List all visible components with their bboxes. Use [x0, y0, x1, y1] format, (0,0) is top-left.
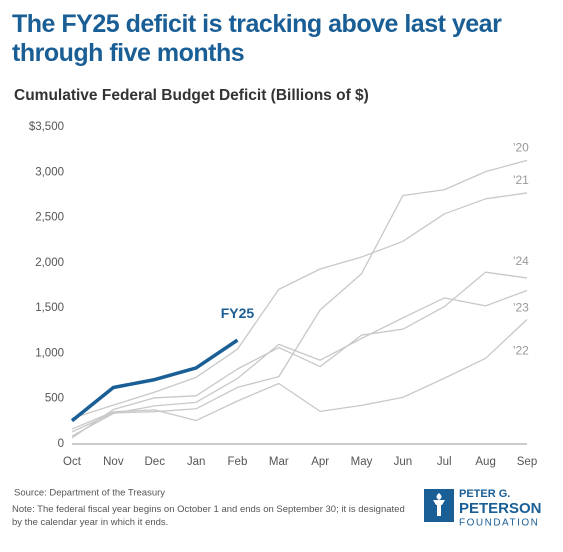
- logo: PETER G. PETERSON FOUNDATION: [424, 488, 542, 529]
- logo-text: PETERSON: [459, 500, 542, 517]
- x-tick-label: Dec: [145, 456, 166, 468]
- logo-torch: [433, 493, 445, 516]
- note-box: Note: The federal fiscal year begins on …: [12, 504, 405, 528]
- x-tick-label: Nov: [103, 456, 124, 468]
- y-tick-label: 2,500: [35, 212, 64, 224]
- x-tick-label: Jul: [437, 456, 452, 468]
- x-tick-label: Apr: [311, 456, 329, 468]
- series-label: FY25: [221, 305, 255, 321]
- x-tick-label: Jan: [187, 456, 206, 468]
- series-line: [70, 338, 239, 423]
- series-label: '22: [513, 344, 529, 358]
- note: Note: The federal fiscal year begins on …: [12, 504, 405, 528]
- y-tick-label: 2,000: [35, 257, 64, 269]
- logo-text: PETER G.: [459, 488, 510, 500]
- x-tick-label: May: [351, 456, 373, 468]
- logo-text: FOUNDATION: [459, 518, 539, 529]
- series-line: [71, 271, 528, 439]
- y-tick-label: 500: [45, 393, 64, 405]
- series-line: [71, 289, 528, 437]
- series-line: [71, 192, 528, 419]
- x-tick-label: Jun: [394, 456, 413, 468]
- chart-subtitle: Cumulative Federal Budget Deficit (Billi…: [14, 87, 369, 104]
- series-line: [71, 159, 528, 433]
- x-tick-label: Oct: [63, 456, 82, 468]
- chart-title: The FY25 deficit is tracking above last …: [12, 10, 502, 67]
- title-box: The FY25 deficit is tracking above last …: [12, 10, 502, 67]
- x-tick-label: Sep: [517, 456, 537, 468]
- y-tick-label: 1,500: [35, 302, 64, 314]
- x-tick-label: Mar: [269, 456, 289, 468]
- series-label: '24: [513, 254, 529, 268]
- series-line: [71, 318, 528, 430]
- series-label: '21: [513, 173, 529, 187]
- y-tick-label: $3,500: [29, 121, 64, 133]
- x-tick-label: Aug: [475, 456, 495, 468]
- series-label: '23: [513, 301, 529, 315]
- series-label: '20: [513, 141, 529, 155]
- source: Source: Department of the Treasury: [14, 488, 165, 499]
- x-tick-label: Feb: [228, 456, 248, 468]
- y-tick-label: 0: [58, 438, 64, 450]
- y-tick-label: 1,000: [35, 347, 64, 359]
- y-tick-label: 3,000: [35, 166, 64, 178]
